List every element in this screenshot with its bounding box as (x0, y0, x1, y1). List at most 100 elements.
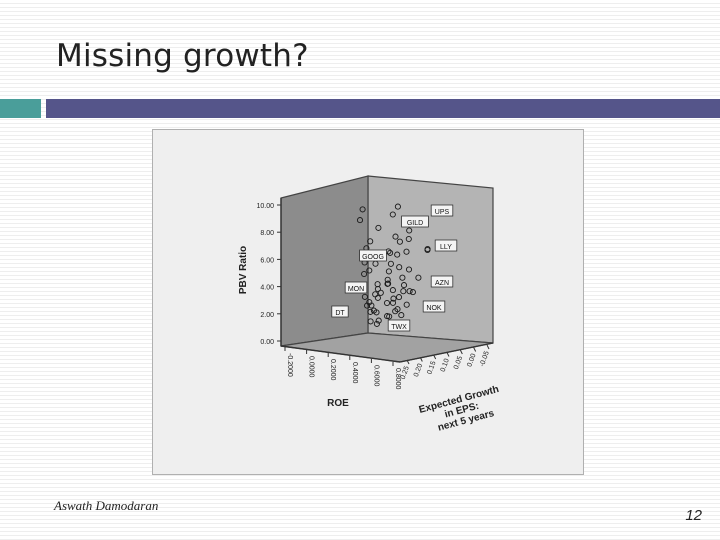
z-tick-label: 8.00 (260, 230, 274, 237)
data-point (387, 249, 394, 256)
data-point (409, 289, 416, 296)
y-tick-label: 0.10 (440, 358, 451, 373)
data-point (364, 302, 371, 309)
data-point (383, 299, 391, 307)
accent-bar-teal (0, 99, 41, 118)
data-point (415, 274, 422, 281)
footer-author: Aswath Damodaran (54, 498, 159, 513)
x-axis: -0.2000 0.0000 0.2000 0.4000 0.6000 0.8000 (284, 347, 401, 390)
z-tick-label: 10.00 (256, 203, 274, 210)
data-point (406, 227, 413, 234)
x-tick-label: 0.0000 (308, 356, 315, 378)
data-point (390, 295, 397, 302)
data-point (361, 293, 368, 300)
y-tick-label: 0.20 (413, 363, 424, 378)
data-point (406, 288, 413, 295)
plot-edge-floor-front (280, 345, 401, 363)
point-label-box (331, 305, 349, 318)
data-point (389, 299, 397, 306)
z-axis: 0.00 2.00 4.00 6.00 8.00 10.00 (256, 203, 281, 346)
data-point (392, 233, 399, 240)
data-point (359, 206, 366, 213)
data-point (403, 248, 410, 255)
point-label-twx: TWX (391, 324, 407, 331)
z-tick-label: 6.00 (260, 257, 274, 264)
point-label-lly: LLY (440, 244, 452, 251)
data-point (396, 238, 403, 245)
y-tick-mark (473, 347, 477, 352)
data-point (424, 246, 431, 254)
data-point (384, 313, 391, 320)
data-point (374, 285, 381, 293)
data-point (373, 320, 380, 327)
data-point (394, 251, 401, 258)
point-label-box (430, 204, 454, 217)
data-point (389, 287, 396, 294)
y-axis-label: Expected Growth in EPS: next 5 years (418, 383, 509, 437)
point-label-box (430, 275, 454, 288)
point-label-box (359, 249, 387, 262)
data-point (400, 288, 407, 295)
x-tick-label: 0.8000 (394, 368, 401, 390)
z-tick-label: 2.00 (260, 312, 274, 319)
data-point (375, 317, 382, 324)
data-point (385, 268, 392, 275)
data-point (370, 307, 377, 314)
x-tick-label: 0.6000 (372, 365, 379, 387)
point-label-nok: NOK (426, 305, 442, 312)
y-tick-mark (459, 349, 463, 355)
data-point (361, 270, 368, 278)
point-label-box (422, 300, 446, 313)
point-label-ups: UPS (435, 209, 450, 216)
y-tick-label: 0.00 (466, 353, 477, 368)
data-point (367, 308, 374, 315)
data-point (385, 280, 392, 287)
y-tick-mark (419, 357, 423, 362)
z-tick-label: 0.00 (260, 339, 274, 346)
y-tick-label: -0.05 (479, 350, 491, 367)
data-point (389, 211, 396, 218)
y-tick-label: 0.05 (453, 355, 464, 370)
x-tick-label: 0.4000 (351, 362, 358, 384)
point-label-box (434, 239, 458, 252)
y-tick-label: 0.25 (400, 365, 411, 380)
z-axis-label: PBV Ratio (238, 246, 249, 294)
data-point (384, 276, 391, 283)
data-point (356, 217, 364, 224)
plot-edge-floor-right (399, 342, 494, 363)
point-label-box (344, 281, 368, 294)
point-label-dt: DT (335, 310, 345, 317)
data-point (366, 267, 373, 274)
data-point (403, 301, 410, 308)
y-tick-mark (433, 354, 437, 360)
z-tick-label: 4.00 (260, 285, 274, 292)
data-point (375, 224, 382, 231)
point-label-box (387, 319, 411, 332)
plot-side-wall (280, 175, 369, 347)
slide-title: Missing growth? (56, 38, 309, 74)
point-label-box (401, 215, 429, 228)
data-point (396, 264, 403, 271)
data-point (394, 203, 401, 210)
data-point (398, 312, 405, 319)
accent-bar-navy (46, 99, 720, 118)
x-tick-label: -0.2000 (286, 353, 293, 377)
data-point (367, 318, 374, 325)
data-point (405, 266, 413, 273)
data-point (395, 294, 403, 301)
data-point (400, 282, 408, 289)
chart-frame: 0.00 2.00 4.00 6.00 8.00 10.00 -0.2000 0.0000 0… (152, 129, 584, 475)
data-point (374, 294, 381, 301)
data-point (399, 274, 406, 281)
y-tick-mark (486, 344, 490, 350)
point-label-azn: AZN (435, 280, 449, 287)
x-axis-label: ROE (327, 398, 349, 409)
point-label-mon: MON (348, 286, 364, 293)
point-label-goog: GOOG (362, 254, 384, 261)
data-point (367, 238, 374, 245)
point-labels: UPS GILD LLY GOOG AZN MON NOK DT TWX (331, 204, 458, 332)
data-point (405, 235, 412, 243)
data-point (387, 260, 394, 267)
x-tick-label: 0.2000 (329, 359, 336, 381)
point-label-gild: GILD (407, 220, 423, 227)
